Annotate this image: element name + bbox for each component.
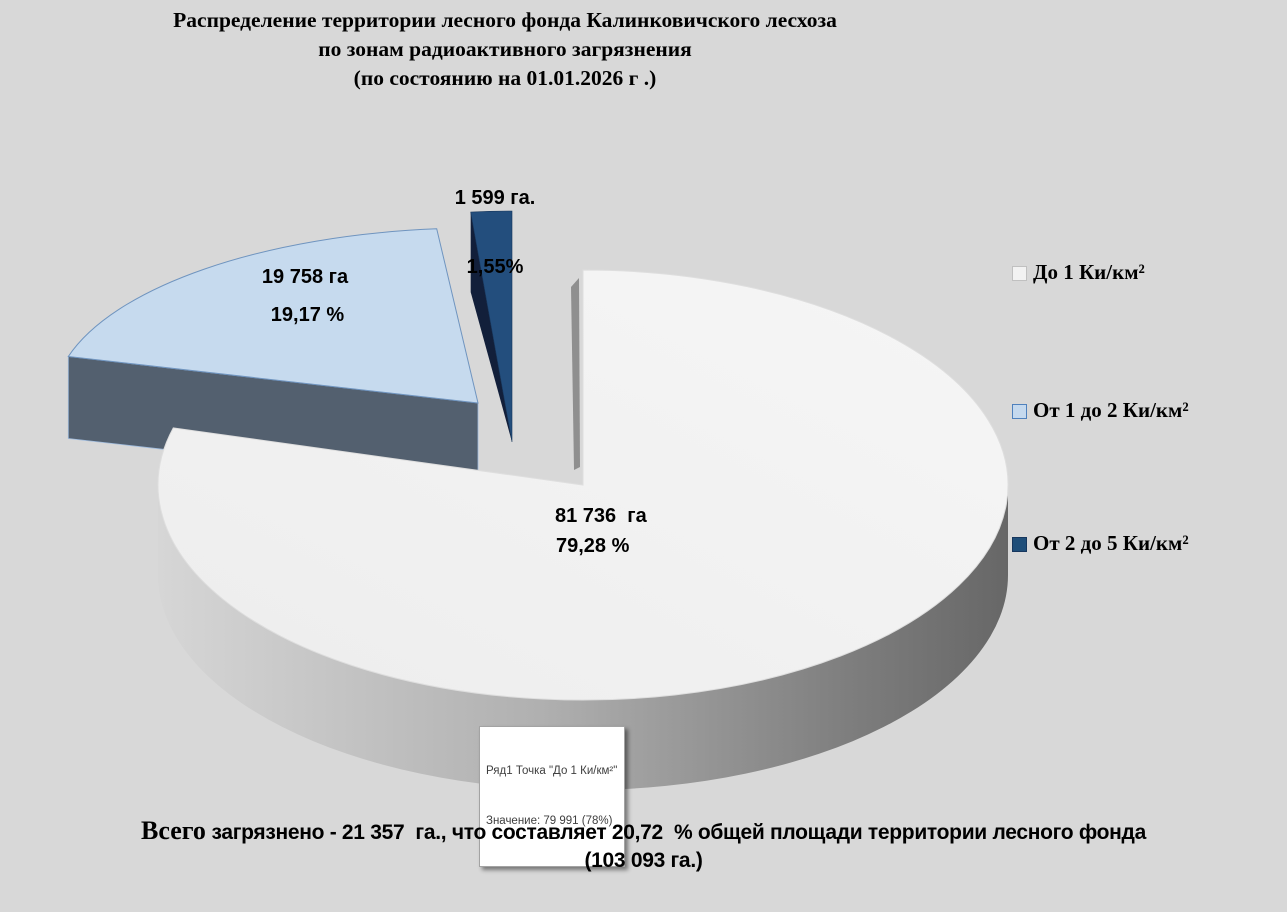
legend-label-ot-2-do-5: От 2 до 5 Ки/км² xyxy=(1033,531,1189,555)
data-label-slice-1-value: 19 758 га xyxy=(261,266,349,288)
chart-title-line1: Распределение территории лесного фонда К… xyxy=(173,8,837,32)
tooltip-series-line: Ряд1 Точка "До 1 Ки/км²" xyxy=(486,765,618,777)
pie-slice-0-cut-edge xyxy=(571,278,580,470)
data-label-slice-2-value: 1 599 га. xyxy=(454,187,536,209)
chart-title-line2: по зонам радиоактивного загрязнения xyxy=(318,37,692,61)
data-label-slice-2-pct: 1,55% xyxy=(466,256,524,278)
summary-line1-lead: Всего xyxy=(141,816,206,845)
data-label-slice-0-pct: 79,28 % xyxy=(556,535,630,557)
legend-swatch-do-1 xyxy=(1012,266,1027,281)
data-label-slice-0-value: 81 736 га xyxy=(555,505,647,527)
tooltip-value-line: Значение: 79 991 (78%) xyxy=(486,814,613,827)
summary-line1-rest: загрязнено - 21 357 га., что составляет … xyxy=(205,821,1146,844)
legend-item-do-1[interactable]: До 1 Ки/км² xyxy=(1012,259,1145,286)
legend-swatch-ot-1-do-2 xyxy=(1012,404,1027,419)
legend-item-ot-1-do-2[interactable]: От 1 до 2 Ки/км² xyxy=(1012,397,1189,424)
summary-line2: (103 093 га.) xyxy=(584,849,703,872)
pie-slice-0-top[interactable] xyxy=(157,269,1009,701)
datapoint-tooltip: Ряд1 Точка "До 1 Ки/км²" Значение: 79 99… xyxy=(479,726,626,867)
legend-label-ot-1-do-2: От 1 до 2 Ки/км² xyxy=(1033,398,1189,422)
chart-title: Распределение территории лесного фонда К… xyxy=(0,6,1010,93)
chart-title-line3: (по состоянию на 01.01.2026 г .) xyxy=(353,66,657,90)
pie-slice-0-rim xyxy=(158,485,1008,790)
data-label-slice-2: 1 599 га. 1,55% xyxy=(392,141,598,325)
pie-slice-1-top[interactable] xyxy=(67,228,479,404)
legend-swatch-ot-2-do-5 xyxy=(1012,537,1027,552)
summary-line1: Всего загрязнено - 21 357 га., что соста… xyxy=(0,816,1287,846)
summary-text: Всего загрязнено - 21 357 га., что соста… xyxy=(0,816,1287,873)
legend-label-do-1: До 1 Ки/км² xyxy=(1033,260,1145,284)
pie-slice-2-top[interactable] xyxy=(470,210,513,443)
data-label-slice-1-pct: 19,17 % xyxy=(270,304,345,326)
legend-item-ot-2-do-5[interactable]: От 2 до 5 Ки/км² xyxy=(1012,530,1189,557)
